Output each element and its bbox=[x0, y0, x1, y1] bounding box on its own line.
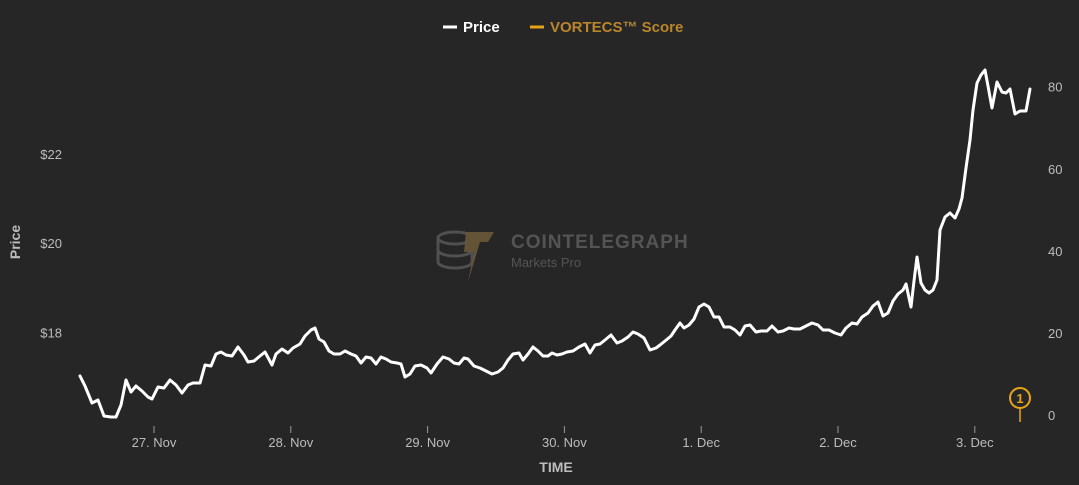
marker-label: 1 bbox=[1016, 391, 1023, 406]
x-axis: 27. Nov 28. Nov 29. Nov 30. Nov 1. Dec 2. Dec… bbox=[132, 426, 994, 450]
y-axis-left: $18 $20 $22 bbox=[40, 147, 62, 341]
series-layer bbox=[78, 68, 1032, 419]
vortecs-marker[interactable]: 1 bbox=[1009, 387, 1031, 422]
y-right-tick-label: 0 bbox=[1048, 408, 1055, 423]
y-right-tick-label: 60 bbox=[1048, 162, 1062, 177]
legend: Price VORTECS™ Score bbox=[443, 19, 683, 36]
y-right-tick-label: 20 bbox=[1048, 326, 1062, 341]
x-tick-label: 1. Dec bbox=[682, 435, 720, 450]
x-tick-label: 28. Nov bbox=[268, 435, 313, 450]
y-axis-title: Price bbox=[7, 225, 23, 259]
legend-label-vortecs: VORTECS™ Score bbox=[550, 19, 683, 36]
x-axis-title: TIME bbox=[539, 459, 572, 475]
y-right-tick-label: 40 bbox=[1048, 244, 1062, 259]
y-left-tick-label: $18 bbox=[40, 325, 62, 340]
x-tick-label: 29. Nov bbox=[405, 435, 450, 450]
watermark: COINTELEGRAPH Markets Pro bbox=[436, 230, 689, 282]
marker-circle[interactable] bbox=[1009, 387, 1031, 409]
x-tick-label: 27. Nov bbox=[132, 435, 177, 450]
x-tick-label: 30. Nov bbox=[542, 435, 587, 450]
y-right-tick-label: 80 bbox=[1048, 80, 1062, 95]
y-axis-right: 0 20 40 60 80 bbox=[1048, 80, 1062, 423]
legend-item-vortecs-score[interactable]: VORTECS™ Score bbox=[530, 19, 683, 36]
y-left-tick-label: $22 bbox=[40, 147, 62, 162]
x-tick-label: 3. Dec bbox=[956, 435, 994, 450]
legend-label-price: Price bbox=[463, 19, 500, 36]
cointelegraph-logo-icon bbox=[436, 230, 494, 282]
watermark-subtitle: Markets Pro bbox=[511, 255, 581, 270]
y-left-tick-label: $20 bbox=[40, 236, 62, 251]
series-line-price bbox=[78, 68, 1032, 419]
x-tick-label: 2. Dec bbox=[819, 435, 857, 450]
legend-item-price[interactable]: Price bbox=[443, 19, 500, 36]
watermark-title: COINTELEGRAPH bbox=[511, 232, 689, 253]
